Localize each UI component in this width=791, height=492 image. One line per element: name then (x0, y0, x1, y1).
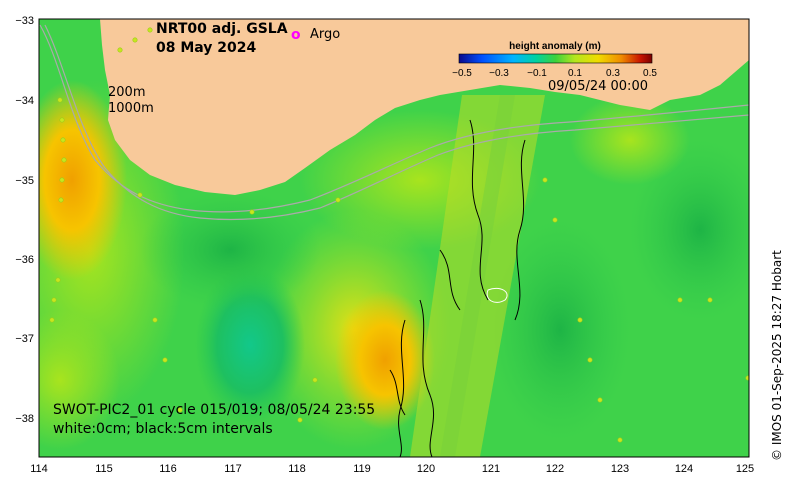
y-tick-label: −35 (15, 175, 34, 187)
y-tick-label: −33 (15, 15, 34, 27)
colorbar-gradient (458, 53, 653, 64)
x-tick-label: 125 (736, 463, 754, 475)
altimeter-track-dots (49, 27, 749, 443)
y-axis: −33 −34 −35 −36 −37 −38 (15, 15, 34, 425)
map-title: NRT00 adj. GSLA (156, 21, 288, 37)
colorbar: height anomaly (m) −0.5 −0.3 −0.1 0.1 0.… (452, 41, 657, 79)
x-tick-label: 122 (546, 463, 564, 475)
y-tick-label: −38 (15, 413, 34, 425)
map-timestamp: 09/05/24 00:00 (548, 79, 648, 94)
isobath-200m (39, 24, 749, 213)
colorbar-tick: 0.3 (606, 68, 620, 79)
isobath-1000m (44, 24, 749, 221)
colorbar-tick: 0.1 (568, 68, 582, 79)
anomaly-peak-south (335, 290, 435, 430)
x-tick-label: 117 (224, 463, 242, 475)
swot-nadir-gap (440, 95, 515, 457)
isobath-label-1000m: 1000m (108, 101, 154, 116)
colorbar-title: height anomaly (m) (509, 41, 601, 52)
anomaly-low-southeast (490, 220, 630, 440)
x-tick-label: 120 (417, 463, 435, 475)
map-plot-area (39, 19, 749, 457)
contour-info: white:0cm; black:5cm intervals (53, 421, 273, 437)
y-tick-label: −34 (15, 95, 34, 107)
x-tick-label: 121 (482, 463, 500, 475)
y-tick-label: −36 (15, 254, 34, 266)
x-tick-label: 114 (30, 463, 48, 475)
anomaly-low-band (140, 190, 320, 310)
anomaly-low-east (630, 140, 749, 320)
map-frame (38, 18, 750, 458)
y-tick-label: −37 (15, 333, 34, 345)
colorbar-tick: 0.5 (643, 68, 657, 79)
colorbar-tick: −0.3 (489, 68, 509, 79)
anomaly-lime-southwest (39, 310, 120, 450)
colorbar-tick: −0.5 (452, 68, 472, 79)
argo-marker-icon: o (291, 27, 301, 43)
anomaly-lime-east (570, 95, 690, 185)
imos-credit: © IMOS 01-Sep-2025 18:27 Hobart (770, 250, 784, 461)
swath-info: SWOT-PIC2_01 cycle 015/019; 08/05/24 23:… (53, 402, 375, 418)
x-tick-label: 115 (95, 463, 113, 475)
argo-legend-label: Argo (310, 27, 340, 42)
x-axis: 114 115 116 117 118 119 120 121 122 123 … (30, 463, 754, 475)
isobath-label-200m: 200m (108, 85, 145, 100)
x-tick-label: 119 (353, 463, 371, 475)
x-tick-label: 118 (288, 463, 306, 475)
colorbar-tick: −0.1 (527, 68, 547, 79)
map-date: 08 May 2024 (156, 40, 257, 56)
black-contours (389, 119, 526, 457)
anomaly-peak-west (39, 80, 127, 280)
x-tick-label: 116 (159, 463, 177, 475)
x-tick-label: 124 (675, 463, 693, 475)
x-tick-label: 123 (611, 463, 629, 475)
white-zero-contour (486, 287, 508, 303)
